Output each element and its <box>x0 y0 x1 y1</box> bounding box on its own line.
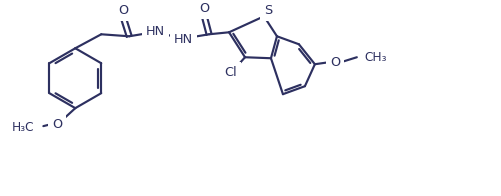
Text: S: S <box>264 4 272 17</box>
Text: HN: HN <box>173 33 193 46</box>
Text: O: O <box>199 2 209 15</box>
Text: O: O <box>118 4 128 17</box>
Text: HN: HN <box>146 25 165 38</box>
Text: O: O <box>330 56 340 69</box>
Text: H₃C: H₃C <box>12 121 35 134</box>
Text: CH₃: CH₃ <box>365 51 387 64</box>
Text: Cl: Cl <box>225 66 237 79</box>
Text: O: O <box>52 118 63 131</box>
